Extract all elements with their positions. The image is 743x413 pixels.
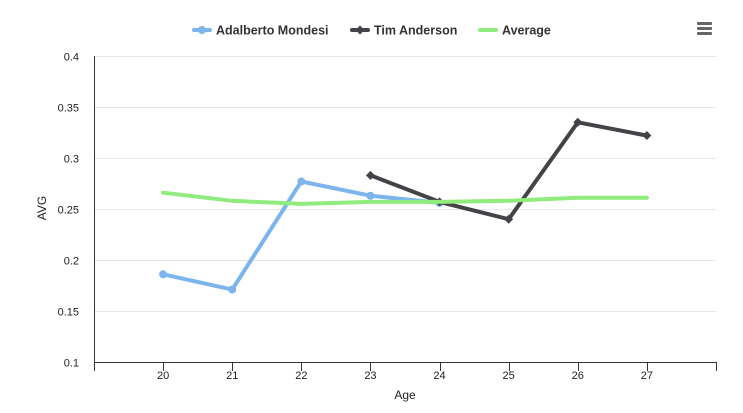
- x-tick-label: 20: [157, 370, 169, 382]
- data-point: [366, 191, 375, 200]
- x-tick-label: 22: [295, 370, 307, 382]
- legend-label: Adalberto Mondesi: [216, 24, 329, 38]
- hamburger-menu-icon[interactable]: [692, 18, 716, 40]
- y-tick-label: 0.1: [64, 358, 79, 370]
- y-tick-label: 0.4: [64, 52, 79, 64]
- x-tick-labels: 20 21 22 23 24 25 26 27: [157, 370, 653, 382]
- legend-label: Average: [502, 24, 551, 38]
- data-point: [159, 270, 168, 279]
- y-tick-labels: 0.1 0.15 0.2 0.25 0.3 0.35 0.4: [58, 52, 79, 370]
- x-tick-label: 23: [364, 370, 376, 382]
- y-tick-label: 0.2: [64, 256, 79, 268]
- x-tick-label: 24: [433, 370, 445, 382]
- series-line: [161, 190, 649, 206]
- y-tick-label: 0.15: [58, 307, 79, 319]
- y-tick-label: 0.35: [58, 103, 79, 115]
- data-point: [365, 170, 375, 180]
- x-tick-label: 25: [503, 370, 515, 382]
- x-tick-label: 21: [226, 370, 238, 382]
- series-lines: [159, 117, 652, 294]
- series-line: [368, 120, 649, 222]
- data-point: [642, 131, 652, 141]
- grid-lines: [94, 56, 716, 363]
- menu-bar: [697, 27, 712, 30]
- axes: [94, 56, 717, 371]
- y-tick-label: 0.3: [64, 154, 79, 166]
- y-tick-label: 0.25: [58, 205, 79, 217]
- menu-bar: [697, 32, 712, 35]
- data-point: [228, 285, 237, 294]
- x-tick-label: 26: [572, 370, 584, 382]
- y-axis-title: AVG: [35, 196, 49, 220]
- legend-marker: [355, 25, 365, 35]
- x-tick-label: 27: [641, 370, 653, 382]
- data-point: [504, 214, 514, 224]
- menu-bar: [697, 22, 712, 25]
- x-axis-title: Age: [394, 388, 416, 402]
- data-point: [573, 117, 583, 127]
- legend: Adalberto Mondesi Tim Anderson Average: [192, 24, 551, 38]
- legend-marker: [198, 26, 206, 34]
- legend-label: Tim Anderson: [374, 24, 457, 38]
- data-point: [297, 177, 306, 186]
